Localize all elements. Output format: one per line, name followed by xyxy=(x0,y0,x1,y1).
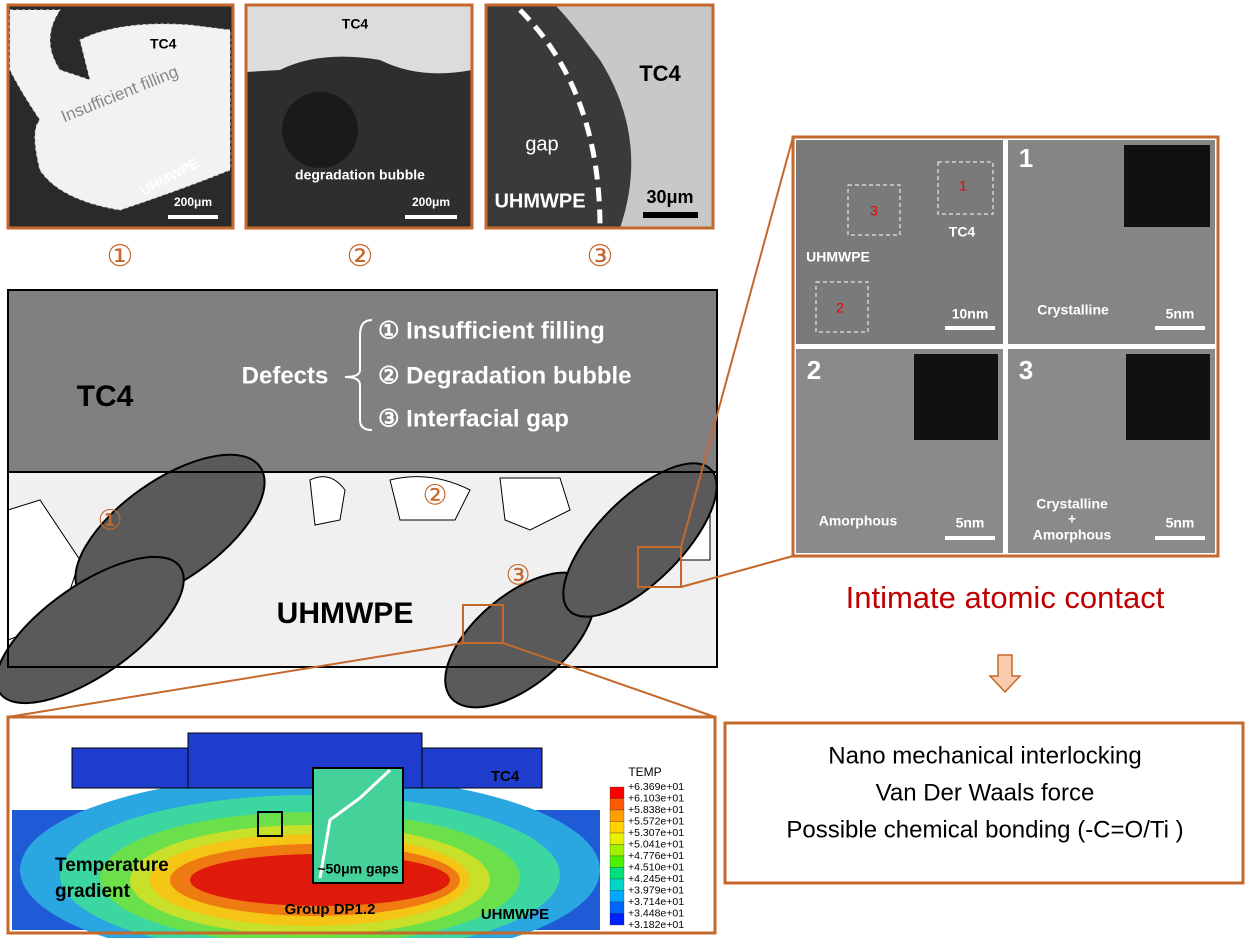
conclusion: Intimate atomic contact xyxy=(846,580,1165,615)
tem-panel: 3 1 2 TC4 UHMWPE 10nm 1 Crystalline 5nm … xyxy=(793,137,1218,556)
defect-item: ② Degradation bubble xyxy=(378,362,632,389)
label: Defects xyxy=(242,362,329,389)
legend-swatch xyxy=(610,879,624,891)
scale-bar: 5nm xyxy=(1166,306,1195,322)
label: degradation bubble xyxy=(295,167,425,183)
mechanism: Nano mechanical interlocking xyxy=(828,742,1142,769)
label: UHMWPE xyxy=(494,190,585,212)
label: gradient xyxy=(55,881,131,902)
label: Amorphous xyxy=(1033,527,1112,543)
legend-value: +5.572e+01 xyxy=(628,815,684,827)
legend-value: +4.245e+01 xyxy=(628,873,684,885)
legend-swatch xyxy=(610,914,624,926)
arrow xyxy=(990,655,1020,692)
legend-value: +5.041e+01 xyxy=(628,838,684,850)
marker: ② xyxy=(422,479,447,510)
figure: TC4 Insufficient filling UHMWPE 200μm ① … xyxy=(0,0,1246,938)
legend-swatch xyxy=(610,787,624,799)
panel-number: 3 xyxy=(1019,355,1033,385)
legend-swatch xyxy=(610,810,624,822)
label: TC4 xyxy=(949,224,976,240)
mechanism-box: Nano mechanical interlocking Van Der Waa… xyxy=(725,723,1243,883)
label: TC4 xyxy=(77,380,134,413)
scale-bar: 200μm xyxy=(174,195,212,209)
legend-swatch xyxy=(610,868,624,880)
micrograph-1: TC4 Insufficient filling UHMWPE 200μm ① xyxy=(8,5,233,273)
legend-value: +3.979e+01 xyxy=(628,884,684,896)
label: 2 xyxy=(836,300,844,316)
legend-value: +5.307e+01 xyxy=(628,827,684,839)
marker: ③ xyxy=(505,559,530,590)
mechanism: Possible chemical bonding (-C=O/Ti ) xyxy=(786,816,1183,843)
legend-value: +4.776e+01 xyxy=(628,850,684,862)
defect-item: ③ Interfacial gap xyxy=(378,405,569,432)
defect-item: ① Insufficient filling xyxy=(378,317,605,344)
legend-title: TEMP xyxy=(628,765,661,779)
micrograph-3: TC4 gap UHMWPE 30μm ③ xyxy=(486,5,713,273)
simulation: TC4 Temperature gradient ~50μm gaps Grou… xyxy=(8,717,715,938)
label: UHMWPE xyxy=(481,906,549,923)
scale-bar: 5nm xyxy=(956,515,985,531)
legend-value: +6.369e+01 xyxy=(628,781,684,793)
label: Group DP1.2 xyxy=(285,901,376,918)
label: 1 xyxy=(959,178,967,194)
label: ~50μm gaps xyxy=(317,861,399,877)
legend-value: +3.182e+01 xyxy=(628,919,684,931)
label: TC4 xyxy=(150,36,177,52)
legend-swatch xyxy=(610,799,624,811)
label: 3 xyxy=(870,203,878,219)
scale-bar: 200μm xyxy=(412,195,450,209)
legend-value: +3.714e+01 xyxy=(628,896,684,908)
legend-swatch xyxy=(610,833,624,845)
scale-bar: 5nm xyxy=(1166,515,1195,531)
marker: ① xyxy=(97,504,122,535)
label: + xyxy=(1068,511,1076,527)
legend-value: +4.510e+01 xyxy=(628,861,684,873)
label: gap xyxy=(525,133,558,155)
legend-value: +5.838e+01 xyxy=(628,804,684,816)
label: Amorphous xyxy=(819,513,898,529)
mechanism: Van Der Waals force xyxy=(876,779,1095,806)
label: TC4 xyxy=(342,16,369,32)
label: Crystalline xyxy=(1037,302,1109,318)
legend-value: +6.103e+01 xyxy=(628,792,684,804)
label: TC4 xyxy=(491,768,520,785)
label: TC4 xyxy=(639,61,681,86)
legend-swatch xyxy=(610,845,624,857)
panel-number: 1 xyxy=(1019,143,1033,173)
micrograph-2: TC4 degradation bubble 200μm ② xyxy=(246,5,472,273)
label: Temperature xyxy=(55,855,169,876)
panel-number: 2 xyxy=(807,355,821,385)
legend-swatch xyxy=(610,856,624,868)
legend-swatch xyxy=(610,822,624,834)
panel-number: ② xyxy=(347,240,374,273)
panel-number: ① xyxy=(107,240,134,273)
scale-bar: 30μm xyxy=(646,187,693,207)
legend-swatch xyxy=(610,902,624,914)
label: UHMWPE xyxy=(277,597,414,630)
panel-number: ③ xyxy=(587,240,614,273)
legend-value: +3.448e+01 xyxy=(628,907,684,919)
legend-swatch xyxy=(610,891,624,903)
scale-bar: 10nm xyxy=(952,306,989,322)
label: Crystalline xyxy=(1036,496,1108,512)
label: UHMWPE xyxy=(806,249,870,265)
